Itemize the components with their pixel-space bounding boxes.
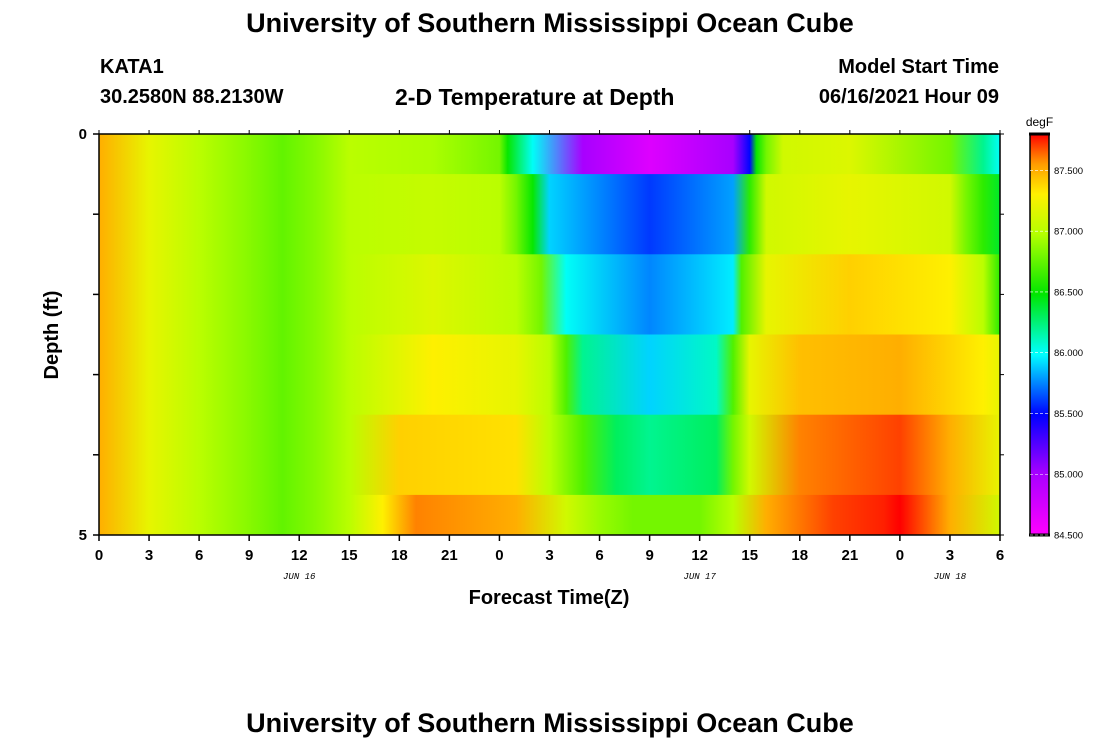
x-tick-label: 3 — [145, 547, 153, 564]
x-tick-label: 0 — [495, 547, 503, 564]
colorbar-tick-label: 86.500 — [1054, 287, 1083, 298]
colorbar-tick-label: 85.500 — [1054, 409, 1083, 420]
x-tick-label: 15 — [741, 547, 758, 564]
x-tick-label: 21 — [441, 547, 458, 564]
date-label: JUN 18 — [934, 572, 967, 582]
chart-title: University of Southern Mississippi Ocean… — [246, 8, 854, 38]
colorbar-tick-label: 87.500 — [1054, 166, 1083, 177]
x-tick-label: 0 — [896, 547, 904, 564]
x-tick-label: 0 — [95, 547, 103, 564]
heatmap-band-2 — [99, 254, 1000, 335]
colorbar-tick-label: 84.500 — [1054, 531, 1083, 542]
x-axis-label: Forecast Time(Z) — [469, 587, 630, 609]
x-tick-label: 6 — [996, 547, 1004, 564]
x-tick-label: 3 — [946, 547, 954, 564]
x-tick-label: 6 — [595, 547, 603, 564]
x-tick-label: 15 — [341, 547, 358, 564]
colorbar-scale — [1029, 133, 1050, 536]
x-tick-label: 21 — [841, 547, 858, 564]
station-name: KATA1 — [100, 56, 164, 78]
heatmap-band-0 — [99, 134, 1000, 175]
heatmap-bands — [99, 134, 1000, 536]
temperature-depth-chart: 0 3 6 9 12 15 18 21 0 3 6 9 12 15 18 21 0 3 6 JUN 16 JUN 17 J… — [41, 115, 1083, 609]
date-label: JUN 16 — [283, 572, 316, 582]
y-axis: 05 — [79, 126, 1004, 544]
chart-subtitle: 2-D Temperature at Depth — [395, 84, 675, 110]
x-tick-label: 3 — [545, 547, 553, 564]
heatmap-band-1 — [99, 174, 1000, 255]
x-tick-label: 9 — [245, 547, 253, 564]
heatmap-band-3 — [99, 334, 1000, 416]
x-tick-label: 12 — [691, 547, 708, 564]
y-axis-label: Depth (ft) — [41, 291, 63, 380]
heatmap-band-5 — [99, 494, 1000, 536]
model-start-value: 06/16/2021 Hour 09 — [818, 86, 999, 108]
x-tick-label: 9 — [645, 547, 653, 564]
x-tick-label: 18 — [791, 547, 808, 564]
x-tick-label: 12 — [291, 547, 308, 564]
y-tick-label: 5 — [79, 527, 87, 544]
colorbar-tick-label: 86.000 — [1054, 348, 1083, 359]
colorbar-tick-label: 87.000 — [1054, 227, 1083, 238]
x-tick-label: 6 — [195, 547, 203, 564]
colorbar-unit: degF — [1026, 115, 1053, 129]
x-tick-label: 18 — [391, 547, 408, 564]
station-coords: 30.2580N 88.2130W — [100, 86, 284, 108]
y-tick-label: 0 — [79, 126, 87, 143]
x-axis: 0 3 6 9 12 15 18 21 0 3 6 9 12 15 18 21 0 3 6 JUN 16 JUN 17 J… — [95, 130, 1004, 582]
date-label: JUN 17 — [683, 572, 716, 582]
heatmap-band-4 — [99, 414, 1000, 496]
footer-title: University of Southern Mississippi Ocean… — [246, 708, 854, 738]
colorbar-tick-label: 85.000 — [1054, 470, 1083, 481]
colorbar: degF 84.500 85.000 85.500 86.000 86.500 87.000… — [1026, 115, 1083, 542]
model-start-label: Model Start Time — [838, 56, 999, 78]
